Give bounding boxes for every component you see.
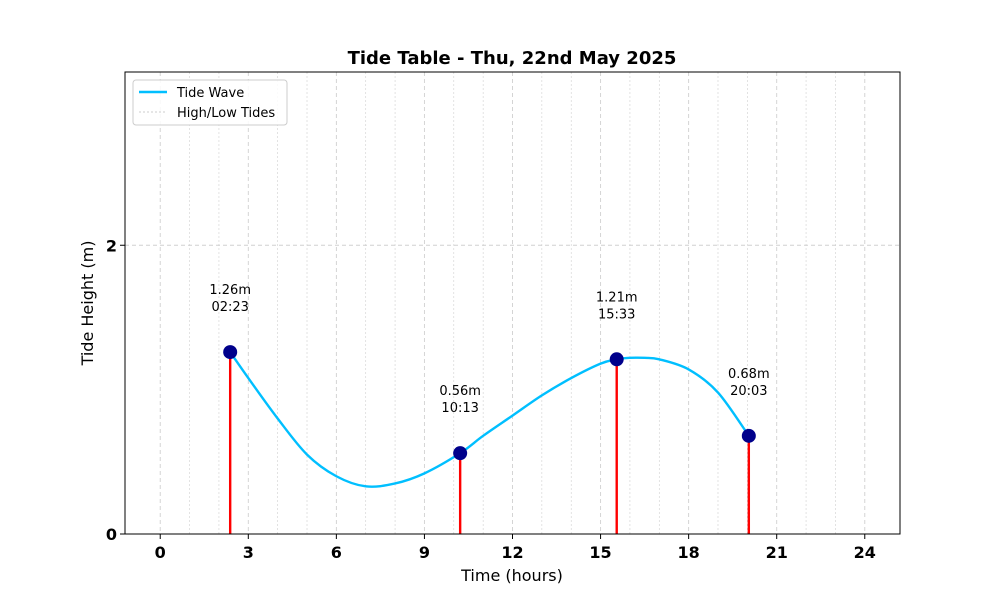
x-axis-label: Time (hours) — [460, 566, 563, 585]
axes: 0 3 6 9 12 15 18 21 24 0 2 — [106, 71, 901, 562]
x-tick-label: 6 — [331, 543, 342, 562]
tide-time-label: 10:13 — [441, 401, 478, 416]
tide-time-label: 02:23 — [211, 300, 248, 315]
tide-height-label: 0.68m — [728, 367, 770, 382]
x-tick-label: 18 — [678, 543, 700, 562]
legend-box — [132, 79, 288, 126]
x-tick-label: 24 — [854, 543, 876, 562]
legend-label: High/Low Tides — [177, 106, 275, 121]
x-tick-label: 3 — [243, 543, 254, 562]
tide-time-label: 15:33 — [598, 307, 635, 322]
tide-wave-line — [228, 350, 751, 488]
tide-height-label: 0.56m — [439, 384, 481, 399]
tide-marker — [741, 428, 756, 443]
tide-marker — [223, 345, 238, 360]
tide-markers — [223, 345, 756, 461]
x-tick-label: 12 — [501, 543, 523, 562]
tide-height-label: 1.21m — [596, 290, 638, 305]
tide-marker — [609, 352, 624, 367]
tide-wave-series — [228, 350, 751, 488]
tide-stems — [228, 352, 751, 534]
tide-height-label: 1.26m — [209, 283, 251, 298]
x-tick-label: 21 — [766, 543, 788, 562]
tide-time-label: 20:03 — [730, 384, 767, 399]
x-tick-label: 9 — [419, 543, 430, 562]
x-tick-label: 0 — [155, 543, 166, 562]
y-tick-label: 0 — [106, 525, 117, 544]
chart-title: Tide Table - Thu, 22nd May 2025 — [348, 48, 677, 69]
tide-marker — [453, 446, 468, 461]
y-tick-label: 2 — [106, 236, 117, 255]
tide-annotations: 1.26m 02:23 0.56m 10:13 1.21m 15:33 0.68m 20:03 — [209, 283, 769, 416]
y-axis-label: Tide Height (m) — [78, 241, 97, 367]
x-tick-label: 15 — [589, 543, 611, 562]
legend-label: Tide Wave — [176, 86, 244, 101]
legend: Tide Wave High/Low Tides — [132, 79, 288, 126]
